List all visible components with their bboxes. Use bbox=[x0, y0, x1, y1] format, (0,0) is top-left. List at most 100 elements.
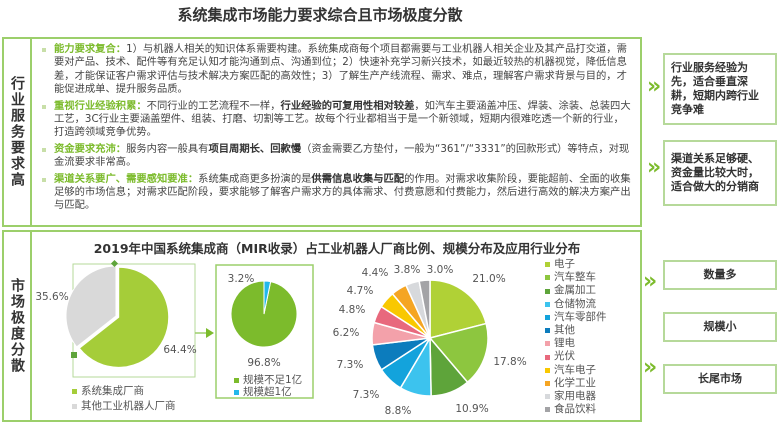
data-label: 3.8% bbox=[394, 264, 421, 276]
legend-item: 金属加工 bbox=[545, 284, 607, 297]
legend-label: 金属加工 bbox=[554, 284, 596, 297]
data-label: 6.2% bbox=[333, 327, 360, 339]
legend-label: 系统集成厂商 bbox=[81, 385, 144, 397]
legend-item: 汽车整车 bbox=[545, 271, 607, 284]
requirement-heading: 重视行业经验积累： bbox=[54, 99, 147, 112]
legend-item: 规模超1亿 bbox=[234, 386, 302, 398]
requirement-item: 能力要求复合：1）与机器人相关的知识体系需要构建。系统集成商每个项目都需要与工业… bbox=[40, 43, 634, 97]
legend-swatch bbox=[545, 341, 550, 347]
legend-label: 规模超1亿 bbox=[243, 386, 292, 399]
legend-label: 仓储物流 bbox=[554, 297, 596, 310]
data-label: 7.3% bbox=[353, 389, 380, 401]
legend-swatch bbox=[72, 388, 77, 394]
requirement-text: 的作用。对需求收集阶段，要能超前、全面的收集足够的市场信息；对需求匹配阶段，要求… bbox=[54, 172, 631, 212]
legend-label: 化学工业 bbox=[554, 376, 596, 389]
page-title: 系统集成市场能力要求综合且市场极度分散 bbox=[177, 6, 463, 24]
legend-swatch bbox=[545, 328, 550, 334]
requirement-text: 系统集成商更多扮演的是 bbox=[198, 172, 312, 185]
legend-item: 锂电 bbox=[545, 337, 607, 350]
legend-item: 汽车电子 bbox=[545, 364, 607, 377]
legend-label: 其他工业机器人厂商 bbox=[81, 400, 176, 413]
legend-share: 系统集成厂商 其他工业机器人厂商 bbox=[72, 385, 176, 413]
data-label: 4.4% bbox=[362, 267, 389, 279]
legend-swatch bbox=[545, 367, 550, 373]
legend-swatch bbox=[545, 301, 550, 307]
requirement-text: 服务内容一般具有 bbox=[126, 142, 209, 155]
requirement-heading: 渠道关系要广、需要感知要准： bbox=[54, 172, 199, 185]
section-label: 行业服务要求高 bbox=[4, 39, 32, 225]
data-label: 4.8% bbox=[339, 304, 366, 316]
marker bbox=[71, 352, 77, 358]
legend-item: 光伏 bbox=[545, 350, 607, 363]
legend-item: 其他 bbox=[545, 324, 607, 337]
legend-item: 其他工业机器人厂商 bbox=[72, 400, 176, 412]
legend-swatch bbox=[545, 407, 550, 413]
emphasis-text: 供需信息收集与匹配 bbox=[311, 172, 405, 185]
legend-swatch bbox=[234, 390, 239, 396]
section-label: 市场极度分散 bbox=[4, 232, 32, 420]
data-label: 8.8% bbox=[385, 405, 412, 417]
requirement-item: 资金要求充沛：服务内容一般具有项目周期长、回款慢（资金需要乙方垫付，一般为“36… bbox=[40, 143, 634, 170]
chevron-right-icon: » bbox=[647, 155, 662, 180]
conclusion-box: 规模小 bbox=[663, 312, 777, 342]
requirement-item: 重视行业经验积累：不同行业的工艺流程不一样，行业经验的可复用性相对较差，如汽车主… bbox=[40, 100, 634, 140]
requirement-text: 不同行业的工艺流程不一样， bbox=[146, 99, 281, 112]
legend-item: 系统集成厂商 bbox=[72, 385, 176, 397]
legend-label: 其他 bbox=[554, 324, 575, 337]
legend-item: 规模不足1亿 bbox=[234, 374, 302, 386]
requirement-heading: 能力要求复合： bbox=[54, 43, 127, 55]
legend-label: 汽车零部件 bbox=[554, 310, 607, 323]
data-label: 7.3% bbox=[337, 359, 364, 371]
legend-label: 食品饮料 bbox=[554, 403, 596, 416]
chevron-right-icon: » bbox=[643, 269, 658, 294]
pie-slice bbox=[418, 279, 431, 339]
legend-label: 光伏 bbox=[554, 350, 575, 363]
legend-swatch bbox=[545, 354, 550, 360]
data-label: 35.6% bbox=[35, 291, 68, 303]
pie-slice bbox=[428, 322, 489, 384]
legend-swatch bbox=[72, 404, 77, 410]
chevron-right-icon: » bbox=[643, 355, 658, 380]
legend-item: 仓储物流 bbox=[545, 298, 607, 311]
scale-frame bbox=[215, 264, 314, 399]
industry-requirements-panel: 行业服务要求高 能力要求复合：1）与机器人相关的知识体系需要构建。系统集成商每个… bbox=[2, 37, 642, 227]
legend-item: 家用电器 bbox=[545, 390, 607, 403]
legend-label: 电子 bbox=[554, 258, 575, 270]
pie-slice bbox=[78, 266, 170, 368]
requirements-list: 能力要求复合：1）与机器人相关的知识体系需要构建。系统集成商每个项目都需要与工业… bbox=[40, 43, 634, 216]
legend-item: 汽车零部件 bbox=[545, 311, 607, 324]
conclusion-box: 渠道关系足够硬、资金量比较大时，适合做大的分销商 bbox=[663, 140, 777, 206]
legend-label: 汽车整车 bbox=[554, 271, 596, 284]
data-label: 10.9% bbox=[455, 403, 488, 415]
legend-swatch bbox=[545, 262, 550, 268]
data-label: 3.2% bbox=[228, 273, 255, 285]
legend-swatch bbox=[545, 380, 550, 386]
emphasis-text: 项目周期长、回款慢 bbox=[208, 142, 302, 155]
chart-title: 2019年中国系统集成商（MIR收录）占工业机器人厂商比例、规模分布及应用行业分… bbox=[93, 241, 581, 256]
data-label: 4.7% bbox=[347, 285, 374, 297]
chevron-right-icon: » bbox=[647, 74, 662, 99]
pie-slice bbox=[65, 265, 117, 348]
legend-item: 食品饮料 bbox=[545, 403, 607, 416]
data-label: 96.8% bbox=[247, 357, 280, 369]
requirement-item: 渠道关系要广、需要感知要准：系统集成商更多扮演的是供需信息收集与匹配的作用。对需… bbox=[40, 173, 634, 213]
legend-item: 电子 bbox=[545, 258, 607, 271]
requirement-text: （资金需要乙方垫付，一般为“361”/“3331”的回款形式）等特点，对现金流要… bbox=[54, 142, 630, 169]
conclusion-box: 数量多 bbox=[663, 260, 777, 290]
legend-swatch bbox=[545, 394, 550, 400]
legend-swatch bbox=[545, 314, 550, 320]
legend-swatch bbox=[545, 275, 550, 281]
requirement-heading: 资金要求充沛： bbox=[54, 142, 127, 155]
conclusion-box: 行业服务经验为先，适合垂直深耕，短期内跨行业竞争难 bbox=[663, 53, 777, 125]
legend-label: 规模不足1亿 bbox=[243, 374, 303, 386]
legend-swatch bbox=[545, 288, 550, 294]
data-label: 3.0% bbox=[427, 264, 454, 276]
conclusion-box: 长尾市场 bbox=[663, 364, 777, 394]
legend-scale: 规模不足1亿 规模超1亿 bbox=[234, 374, 302, 399]
arrow-icon bbox=[206, 328, 214, 338]
emphasis-text: 行业经验的可复用性相对较差 bbox=[280, 99, 415, 112]
data-label: 64.4% bbox=[163, 344, 196, 356]
data-label: 17.8% bbox=[493, 356, 526, 368]
legend-item: 化学工业 bbox=[545, 377, 607, 390]
